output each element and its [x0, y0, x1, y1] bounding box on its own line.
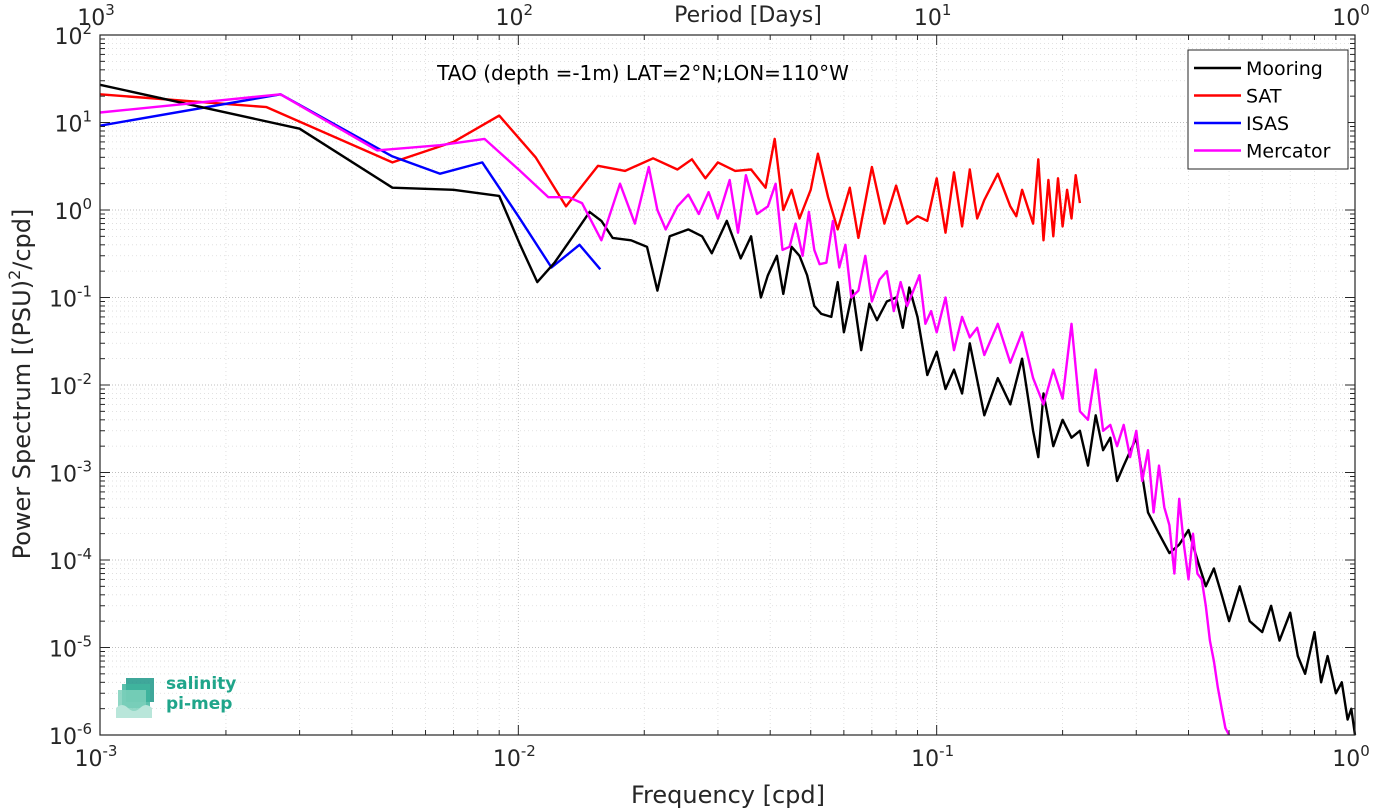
legend-label-mooring: Mooring — [1246, 58, 1323, 80]
y-axis-label: Power Spectrum [(PSU)2/cpd] — [5, 209, 36, 560]
legend-label-isas: ISAS — [1246, 113, 1289, 135]
logo-line-2: pi-mep — [166, 694, 233, 714]
tick-base: 10 — [49, 550, 77, 575]
y-tick-label: 10-1 — [49, 283, 92, 313]
tick-marks — [99, 34, 1356, 736]
legend: Mooring SAT ISAS Mercator — [1187, 49, 1349, 170]
ylabel-exponent: 2 — [5, 270, 24, 280]
top-tick-label: 101 — [914, 1, 952, 31]
y-tick-label: 102 — [54, 20, 92, 50]
tick-base: 10 — [49, 463, 77, 488]
legend-label-mercator: Mercator — [1246, 141, 1331, 163]
x-tick-label: 10-2 — [493, 742, 536, 772]
tick-base: 10 — [54, 113, 82, 138]
ylabel-part: /cpd] — [8, 209, 36, 270]
tick-base: 10 — [49, 725, 77, 750]
series-line-mooring — [99, 83, 1357, 736]
top-axis-label: Period [Days] — [674, 3, 822, 28]
tick-base: 10 — [49, 288, 77, 313]
tick-base: 10 — [75, 747, 103, 772]
tick-base: 10 — [54, 200, 82, 225]
tick-base: 10 — [49, 638, 77, 663]
tick-base: 10 — [496, 6, 524, 31]
tick-exponent: 1 — [942, 1, 952, 19]
y-tick-label: 10-6 — [49, 720, 92, 750]
x-tick-label: 100 — [1332, 742, 1370, 772]
tick-base: 10 — [1332, 747, 1360, 772]
x-tick-label: 10-3 — [75, 742, 118, 772]
y-tick-label: 10-2 — [49, 370, 92, 400]
tick-base: 10 — [914, 6, 942, 31]
tick-base: 10 — [911, 747, 939, 772]
tick-exponent: -5 — [77, 633, 92, 651]
tick-exponent: -1 — [939, 742, 954, 760]
tick-base: 10 — [49, 375, 77, 400]
top-tick-label: 103 — [77, 1, 115, 31]
tick-exponent: -3 — [77, 458, 92, 476]
tick-exponent: 0 — [82, 195, 92, 213]
legend-label-sat: SAT — [1246, 86, 1282, 108]
tick-base: 10 — [1332, 6, 1360, 31]
tick-exponent: 2 — [524, 1, 534, 19]
x-tick-label: 10-1 — [911, 742, 954, 772]
tick-exponent: -4 — [77, 545, 92, 563]
series-line-mercator — [99, 93, 1231, 736]
tick-exponent: -2 — [521, 742, 536, 760]
tick-exponent: -6 — [77, 720, 92, 738]
y-tick-label: 10-3 — [49, 458, 92, 488]
ylabel-part: Power Spectrum [(PSU) — [8, 280, 36, 559]
top-tick-label: 102 — [496, 1, 534, 31]
legend-box — [1187, 49, 1349, 170]
series-line-sat — [99, 93, 1082, 242]
tick-exponent: 2 — [82, 20, 92, 38]
tick-base: 10 — [54, 25, 82, 50]
tick-exponent: -3 — [103, 742, 118, 760]
tick-base: 10 — [77, 6, 105, 31]
top-tick-label: 100 — [1332, 1, 1370, 31]
y-tick-label: 100 — [54, 195, 92, 225]
x-axis-label: Frequency [cpd] — [631, 781, 825, 809]
tick-exponent: -2 — [77, 370, 92, 388]
salinity-pi-mep-logo: salinity pi-mep — [116, 674, 256, 722]
logo-line-1: salinity — [166, 674, 237, 694]
chart-title: TAO (depth =-1m) LAT=2°N;LON=110°W — [436, 61, 849, 85]
wave-logo-icon — [116, 678, 154, 718]
tick-exponent: 3 — [105, 1, 115, 19]
y-tick-label: 10-5 — [49, 633, 92, 663]
tick-exponent: 0 — [1360, 742, 1370, 760]
tick-base: 10 — [493, 747, 521, 772]
y-tick-label: 101 — [54, 108, 92, 138]
y-tick-label: 10-4 — [49, 545, 92, 575]
tick-exponent: 1 — [82, 108, 92, 126]
tick-exponent: -1 — [77, 283, 92, 301]
tick-exponent: 0 — [1360, 1, 1370, 19]
series-layer — [99, 83, 1357, 736]
